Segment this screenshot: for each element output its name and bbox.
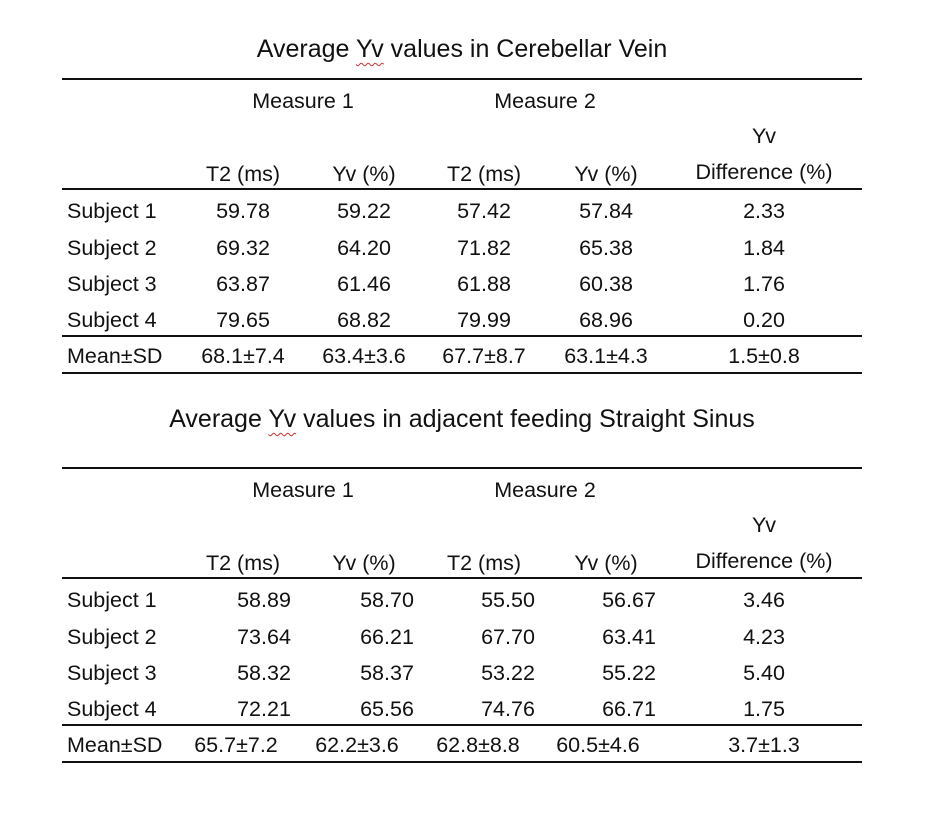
col-header: T2 (ms) xyxy=(446,551,522,575)
summary-cell: 60.5±4.6 xyxy=(556,733,640,757)
table-cell: 59.22 xyxy=(337,199,391,223)
table-cell: 53.22 xyxy=(481,661,535,685)
measure-2-header: Measure 2 xyxy=(494,478,596,502)
row-label: Subject 2 xyxy=(67,625,157,649)
col-header: Yv (%) xyxy=(574,162,638,186)
col-header: Yv (%) xyxy=(332,162,396,186)
table-cell: 74.76 xyxy=(481,697,535,721)
diff-header-top: Yv xyxy=(752,513,776,537)
diff-header-top: Yv xyxy=(752,124,776,148)
row-label: Subject 4 xyxy=(67,308,157,332)
table2-title-prefix: Average xyxy=(169,405,269,433)
table-cell: 65.56 xyxy=(360,697,414,721)
row-label: Subject 3 xyxy=(67,272,157,296)
table-cell: 63.87 xyxy=(216,272,270,296)
summary-cell: 68.1±7.4 xyxy=(201,344,285,368)
col-header: T2 (ms) xyxy=(205,162,281,186)
col-header: T2 (ms) xyxy=(446,162,522,186)
table-cell: 56.67 xyxy=(602,588,656,612)
table-cell: 55.50 xyxy=(481,588,535,612)
col-header: Yv (%) xyxy=(574,551,638,575)
header-rule xyxy=(62,188,862,190)
table2-title: Average Yv values in adjacent feeding St… xyxy=(62,404,862,434)
summary-cell: 63.4±3.6 xyxy=(322,344,406,368)
table-cell: 57.42 xyxy=(457,199,511,223)
row-label: Subject 1 xyxy=(67,199,157,223)
table-cell: 63.41 xyxy=(602,625,656,649)
table-cell: 59.78 xyxy=(216,199,270,223)
row-label: Subject 1 xyxy=(67,588,157,612)
table-cell: 57.84 xyxy=(579,199,633,223)
table-cell: 73.64 xyxy=(237,625,291,649)
table-cell: 61.88 xyxy=(457,272,511,296)
table-cell: 67.70 xyxy=(481,625,535,649)
table-cell: 58.32 xyxy=(237,661,291,685)
table1-title-prefix: Average xyxy=(256,35,356,63)
summary-cell: 63.1±4.3 xyxy=(564,344,648,368)
table-cell: 55.22 xyxy=(602,661,656,685)
table-cell: 58.89 xyxy=(237,588,291,612)
col-header: Difference (%) xyxy=(695,549,833,573)
table-cell: 58.37 xyxy=(360,661,414,685)
table-cell: 61.46 xyxy=(337,272,391,296)
summary-label: Mean±SD xyxy=(67,733,163,757)
measure-1-header: Measure 1 xyxy=(252,478,354,502)
table-cell: 69.32 xyxy=(216,236,270,260)
col-header: Yv (%) xyxy=(332,551,396,575)
table-cell: 66.71 xyxy=(602,697,656,721)
summary-cell: 62.8±8.8 xyxy=(436,733,520,757)
table-cell: 66.21 xyxy=(360,625,414,649)
summary-label: Mean±SD xyxy=(67,344,163,368)
summary-cell: 65.7±7.2 xyxy=(194,733,278,757)
table-cell: 4.23 xyxy=(743,625,785,649)
table2-title-yv: Yv xyxy=(268,405,297,433)
summary-rule xyxy=(62,335,862,337)
table1-title-suffix: values in Cerebellar Vein xyxy=(383,35,668,63)
table-cell: 0.20 xyxy=(743,308,785,332)
table-cell: 1.75 xyxy=(743,697,785,721)
table2: Measure 1 Measure 2 Yv T2 (ms) Yv (%) T2… xyxy=(62,467,862,763)
col-header: Difference (%) xyxy=(695,160,833,184)
table-cell: 72.21 xyxy=(237,697,291,721)
summary-rule xyxy=(62,724,862,726)
summary-cell: 62.2±3.6 xyxy=(315,733,399,757)
table1: Measure 1 Measure 2 Yv T2 (ms) Yv (%) T2… xyxy=(62,78,862,374)
table-cell: 58.70 xyxy=(360,588,414,612)
header-rule xyxy=(62,577,862,579)
table-cell: 79.65 xyxy=(216,308,270,332)
table2-title-suffix: values in adjacent feeding Straight Sinu… xyxy=(296,405,755,433)
col-header: T2 (ms) xyxy=(205,551,281,575)
summary-cell: 3.7±1.3 xyxy=(728,733,800,757)
measure-2-header: Measure 2 xyxy=(494,89,596,113)
summary-cell: 67.7±8.7 xyxy=(442,344,526,368)
table-cell: 1.76 xyxy=(743,272,785,296)
table1-title: Average Yv values in Cerebellar Vein xyxy=(62,34,862,64)
table-cell: 71.82 xyxy=(457,236,511,260)
table-cell: 3.46 xyxy=(743,588,785,612)
table1-title-yv: Yv xyxy=(355,35,384,63)
measure-1-header: Measure 1 xyxy=(252,89,354,113)
row-label: Subject 2 xyxy=(67,236,157,260)
table-cell: 5.40 xyxy=(743,661,785,685)
table-cell: 1.84 xyxy=(743,236,785,260)
summary-cell: 1.5±0.8 xyxy=(728,344,800,368)
table-cell: 65.38 xyxy=(579,236,633,260)
table-cell: 60.38 xyxy=(579,272,633,296)
table-cell: 79.99 xyxy=(457,308,511,332)
row-label: Subject 3 xyxy=(67,661,157,685)
table-cell: 68.96 xyxy=(579,308,633,332)
row-label: Subject 4 xyxy=(67,697,157,721)
table-cell: 68.82 xyxy=(337,308,391,332)
table-cell: 64.20 xyxy=(337,236,391,260)
table-cell: 2.33 xyxy=(743,199,785,223)
